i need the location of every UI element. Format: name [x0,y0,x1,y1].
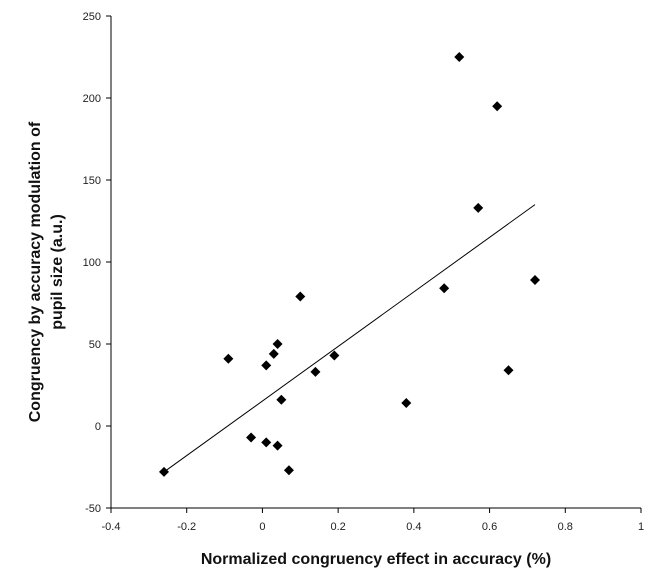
data-point [276,394,287,405]
data-point [295,291,306,302]
data-point [401,398,412,409]
data-points [159,52,540,477]
data-point [454,52,465,62]
y-tick-label: 100 [83,257,101,269]
data-point [492,101,503,112]
y-tick-label: 200 [83,93,101,105]
data-point [329,350,340,361]
x-tick-label: 1 [638,521,644,533]
y-tick-label: -50 [85,503,101,515]
axes [110,16,641,509]
x-tick-label: 0 [259,521,265,533]
y-tick-label: 150 [83,175,101,187]
data-point [246,432,257,443]
x-tick-label: 0.4 [406,521,421,533]
x-tick-label: -0.4 [102,521,121,533]
y-tick-labels: -50 0 50 100 150 200 250 [83,11,111,515]
y-axis-title-line-2: pupil size (a.u.) [49,214,66,330]
x-tick-label: 0.6 [482,521,497,533]
y-tick-label: 50 [89,339,101,351]
data-point [223,353,234,364]
data-point [283,465,294,476]
data-point [272,440,283,451]
data-point [503,365,514,376]
data-point [261,360,272,371]
y-axis-title-line-1: Congruency by accuracy modulation of [27,121,44,422]
data-point [473,202,484,213]
x-tick-label: 0.2 [330,521,345,533]
y-tick-label: 250 [83,11,101,23]
data-point [530,275,540,286]
x-tick-label: 0.8 [558,521,573,533]
y-tick-label: 0 [95,421,101,433]
data-point [261,437,272,448]
data-point [439,283,450,294]
y-axis-title: Congruency by accuracy modulation of pup… [27,121,66,422]
trendline [163,204,536,473]
x-tick-label: -0.2 [177,521,196,533]
data-point [310,366,321,377]
data-point [272,339,283,349]
x-axis-title: Normalized congruency effect in accuracy… [201,551,551,568]
data-point [159,466,169,477]
x-tick-labels: -0.4 -0.2 0 0.2 0.4 0.6 0.8 1 [102,508,644,533]
data-point [268,348,279,359]
